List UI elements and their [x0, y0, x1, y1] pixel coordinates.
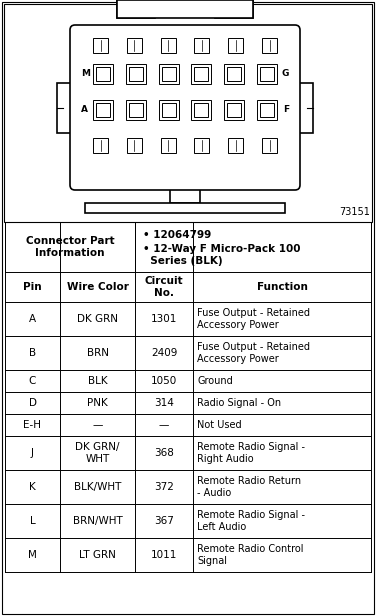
Bar — [227, 67, 241, 81]
Text: —: — — [159, 420, 169, 430]
Text: • 12064799: • 12064799 — [143, 230, 211, 240]
Bar — [224, 64, 244, 84]
Text: Fuse Output - Retained
Accessory Power: Fuse Output - Retained Accessory Power — [197, 342, 310, 364]
Bar — [262, 138, 277, 153]
Text: F: F — [283, 105, 289, 115]
Bar — [159, 100, 179, 120]
Bar — [161, 138, 176, 153]
Bar — [215, 0, 253, 18]
Bar — [170, 185, 200, 203]
Text: D: D — [29, 398, 36, 408]
Bar — [228, 138, 243, 153]
Bar — [129, 67, 143, 81]
Text: M: M — [81, 70, 90, 78]
FancyBboxPatch shape — [70, 25, 300, 190]
Text: PNK: PNK — [87, 398, 108, 408]
Bar — [228, 38, 243, 53]
Bar — [194, 38, 209, 53]
Text: B: B — [29, 348, 36, 358]
Text: BRN: BRN — [86, 348, 109, 358]
Bar — [96, 103, 110, 117]
Text: LT GRN: LT GRN — [79, 550, 116, 560]
Bar — [127, 138, 142, 153]
Text: 73151: 73151 — [339, 207, 370, 217]
Text: Radio Signal - On: Radio Signal - On — [197, 398, 281, 408]
Bar — [117, 0, 253, 18]
Text: • 12-Way F Micro-Pack 100
  Series (BLK): • 12-Way F Micro-Pack 100 Series (BLK) — [143, 244, 300, 265]
Text: G: G — [282, 70, 289, 78]
Text: Not Used: Not Used — [197, 420, 242, 430]
Text: DK GRN: DK GRN — [77, 314, 118, 324]
Text: Ground: Ground — [197, 376, 233, 386]
Bar — [295, 83, 313, 132]
Text: DK GRN/
WHT: DK GRN/ WHT — [75, 442, 120, 464]
Text: BLK/WHT: BLK/WHT — [74, 482, 121, 492]
Bar — [227, 103, 241, 117]
Bar — [126, 64, 146, 84]
Text: Circuit
No.: Circuit No. — [145, 276, 183, 298]
Bar — [93, 64, 113, 84]
Bar — [96, 67, 110, 81]
Text: 372: 372 — [154, 482, 174, 492]
Bar — [161, 38, 176, 53]
Text: 1050: 1050 — [151, 376, 177, 386]
Bar — [191, 100, 211, 120]
Bar — [260, 67, 274, 81]
Text: Function: Function — [256, 282, 308, 292]
Bar — [257, 64, 277, 84]
Text: 1301: 1301 — [151, 314, 177, 324]
Bar — [93, 138, 108, 153]
Text: K: K — [29, 482, 36, 492]
Bar — [224, 100, 244, 120]
Text: J: J — [31, 448, 34, 458]
Text: Remote Radio Return
- Audio: Remote Radio Return - Audio — [197, 476, 301, 498]
Text: E-H: E-H — [23, 420, 41, 430]
Text: Wire Color: Wire Color — [67, 282, 129, 292]
Bar — [117, 0, 155, 18]
Bar — [4, 4, 372, 222]
Text: BRN/WHT: BRN/WHT — [73, 516, 122, 526]
Text: 368: 368 — [154, 448, 174, 458]
Text: —: — — [92, 420, 103, 430]
Bar — [57, 83, 75, 132]
Bar — [162, 67, 176, 81]
Bar — [93, 100, 113, 120]
Bar — [262, 38, 277, 53]
Bar — [85, 203, 285, 213]
Text: 314: 314 — [154, 398, 174, 408]
Text: Remote Radio Control
Signal: Remote Radio Control Signal — [197, 544, 303, 566]
Text: Connector Part
Information: Connector Part Information — [26, 236, 114, 258]
Bar — [257, 100, 277, 120]
Text: 1011: 1011 — [151, 550, 177, 560]
Text: 367: 367 — [154, 516, 174, 526]
Text: Remote Radio Signal -
Left Audio: Remote Radio Signal - Left Audio — [197, 510, 305, 532]
Text: Fuse Output - Retained
Accessory Power: Fuse Output - Retained Accessory Power — [197, 308, 310, 330]
Text: Pin: Pin — [23, 282, 42, 292]
Bar — [126, 100, 146, 120]
Text: 2409: 2409 — [151, 348, 177, 358]
Text: A: A — [29, 314, 36, 324]
Text: Remote Radio Signal -
Right Audio: Remote Radio Signal - Right Audio — [197, 442, 305, 464]
Bar — [194, 67, 208, 81]
Text: L: L — [30, 516, 35, 526]
Bar — [129, 103, 143, 117]
Text: A: A — [81, 105, 88, 115]
Bar — [194, 103, 208, 117]
Bar — [159, 64, 179, 84]
Bar — [191, 64, 211, 84]
Text: M: M — [28, 550, 37, 560]
Bar — [260, 103, 274, 117]
Bar — [93, 38, 108, 53]
Bar — [127, 38, 142, 53]
Bar — [194, 138, 209, 153]
Bar — [162, 103, 176, 117]
Text: BLK: BLK — [88, 376, 107, 386]
Text: C: C — [29, 376, 36, 386]
